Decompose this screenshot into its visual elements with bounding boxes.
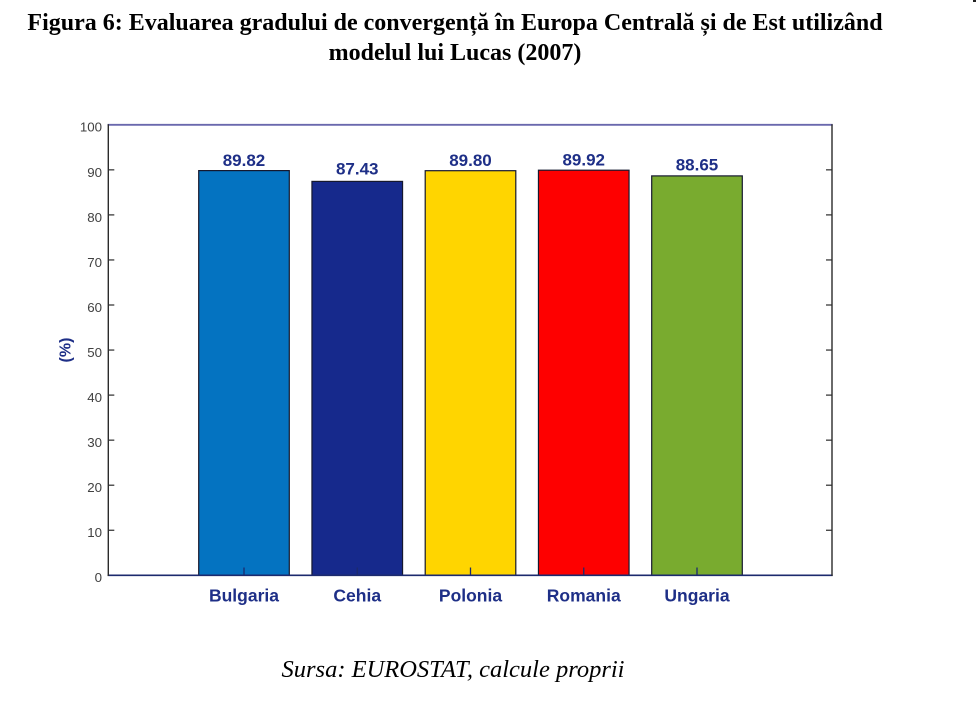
svg-text:30: 30 — [87, 435, 102, 450]
svg-text:87.43: 87.43 — [336, 160, 379, 179]
svg-text:Cehia: Cehia — [333, 586, 381, 606]
svg-text:89.92: 89.92 — [562, 151, 605, 170]
svg-text:89.80: 89.80 — [449, 151, 492, 170]
svg-text:(%): (%) — [58, 338, 75, 363]
svg-text:Ungaria: Ungaria — [664, 586, 729, 606]
svg-text:90: 90 — [87, 165, 102, 180]
svg-text:70: 70 — [87, 255, 102, 270]
svg-text:Bulgaria: Bulgaria — [209, 586, 279, 606]
svg-text:80: 80 — [87, 210, 102, 225]
svg-text:50: 50 — [87, 345, 102, 360]
svg-text:Romania: Romania — [547, 586, 621, 606]
svg-text:89.82: 89.82 — [223, 151, 266, 170]
svg-text:20: 20 — [87, 480, 102, 495]
svg-text:Polonia: Polonia — [439, 586, 502, 606]
svg-text:60: 60 — [87, 300, 102, 315]
svg-text:10: 10 — [87, 525, 102, 540]
svg-text:88.65: 88.65 — [676, 155, 719, 174]
svg-text:40: 40 — [87, 390, 102, 405]
svg-text:0: 0 — [95, 570, 102, 585]
svg-text:100: 100 — [80, 120, 102, 135]
